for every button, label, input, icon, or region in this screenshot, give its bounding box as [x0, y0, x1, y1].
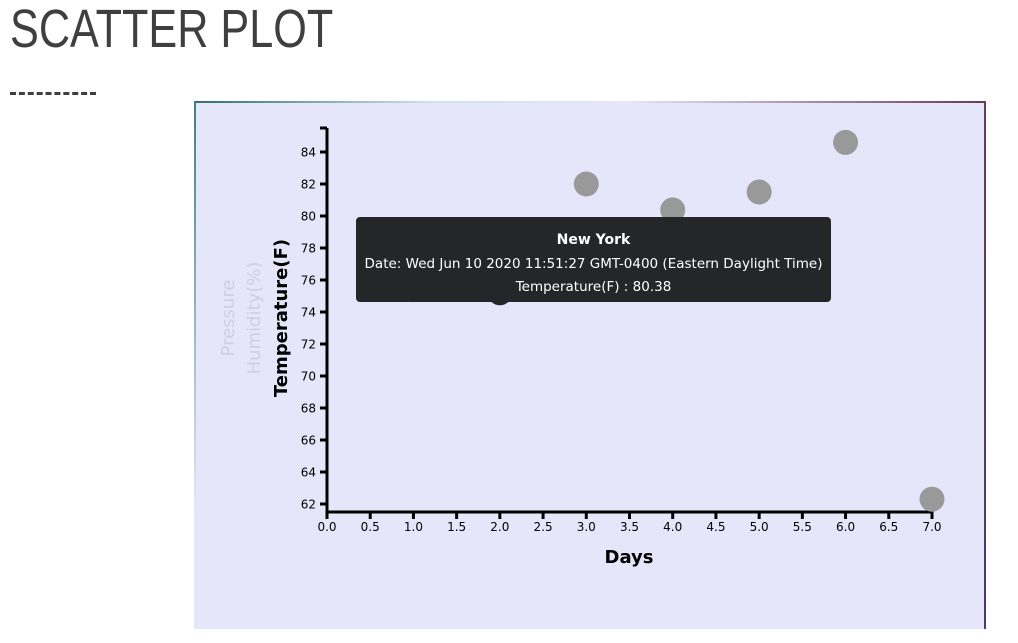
x-tick-label: 6.0 — [836, 520, 855, 534]
x-tick-label: 3.5 — [620, 520, 639, 534]
x-axis-title: Days — [605, 547, 654, 568]
tooltip-city: New York — [556, 232, 631, 248]
y-tick-label: 78 — [301, 242, 316, 256]
y-tick-label: 70 — [301, 370, 316, 384]
y-tick-label: 74 — [301, 306, 316, 320]
page-title: SCATTER PLOT — [10, 0, 334, 59]
x-tick-label: 3.0 — [577, 520, 596, 534]
inactive-ylabel-pressure[interactable]: Pressure — [218, 280, 239, 357]
data-point[interactable] — [833, 129, 859, 155]
x-tick-label: 7.0 — [922, 520, 941, 534]
x-tick-label: 5.0 — [750, 520, 769, 534]
data-point[interactable] — [660, 197, 686, 223]
x-tick-label: 0.5 — [361, 520, 380, 534]
y-tick-label: 76 — [301, 274, 316, 288]
x-tick-label: 4.0 — [663, 520, 682, 534]
inactive-ylabel-humidity[interactable]: Humidity(%) — [244, 262, 265, 375]
x-tick-label: 4.5 — [706, 520, 725, 534]
tooltip-value: Temperature(F) : 80.38 — [515, 279, 672, 295]
y-tick-label: 84 — [301, 146, 316, 160]
x-tick-label: 1.0 — [404, 520, 423, 534]
data-point[interactable] — [919, 486, 945, 512]
y-tick-label: 64 — [301, 466, 316, 480]
x-tick-label: 1.5 — [447, 520, 466, 534]
x-tick-label: 6.5 — [879, 520, 898, 534]
data-point-tooltip: New York Date: Wed Jun 10 2020 11:51:27 … — [356, 217, 831, 302]
y-tick-label: 66 — [301, 434, 316, 448]
data-point[interactable] — [746, 179, 772, 205]
y-tick-label: 80 — [301, 210, 316, 224]
title-divider — [10, 92, 96, 95]
y-tick-label: 72 — [301, 338, 316, 352]
x-tick-label: 0.0 — [317, 520, 336, 534]
inactive-axis-labels: Humidity(%) Pressure — [218, 262, 265, 375]
x-tick-label: 2.0 — [490, 520, 509, 534]
y-tick-label: 68 — [301, 402, 316, 416]
data-point[interactable] — [573, 171, 599, 197]
y-axis-title[interactable]: Temperature(F) — [271, 239, 292, 397]
tooltip-date: Date: Wed Jun 10 2020 11:51:27 GMT-0400 … — [364, 255, 823, 272]
x-tick-label: 2.5 — [534, 520, 553, 534]
y-tick-label: 82 — [301, 178, 316, 192]
y-tick-label: 62 — [301, 498, 316, 512]
chart-panel-edge — [194, 101, 196, 511]
data-points — [400, 129, 945, 512]
axes: 62 64 66 68 70 72 74 76 78 80 82 84 0.0 0.5 1.0 1.5 2.0 2… — [301, 126, 942, 534]
x-tick-label: 5.5 — [793, 520, 812, 534]
